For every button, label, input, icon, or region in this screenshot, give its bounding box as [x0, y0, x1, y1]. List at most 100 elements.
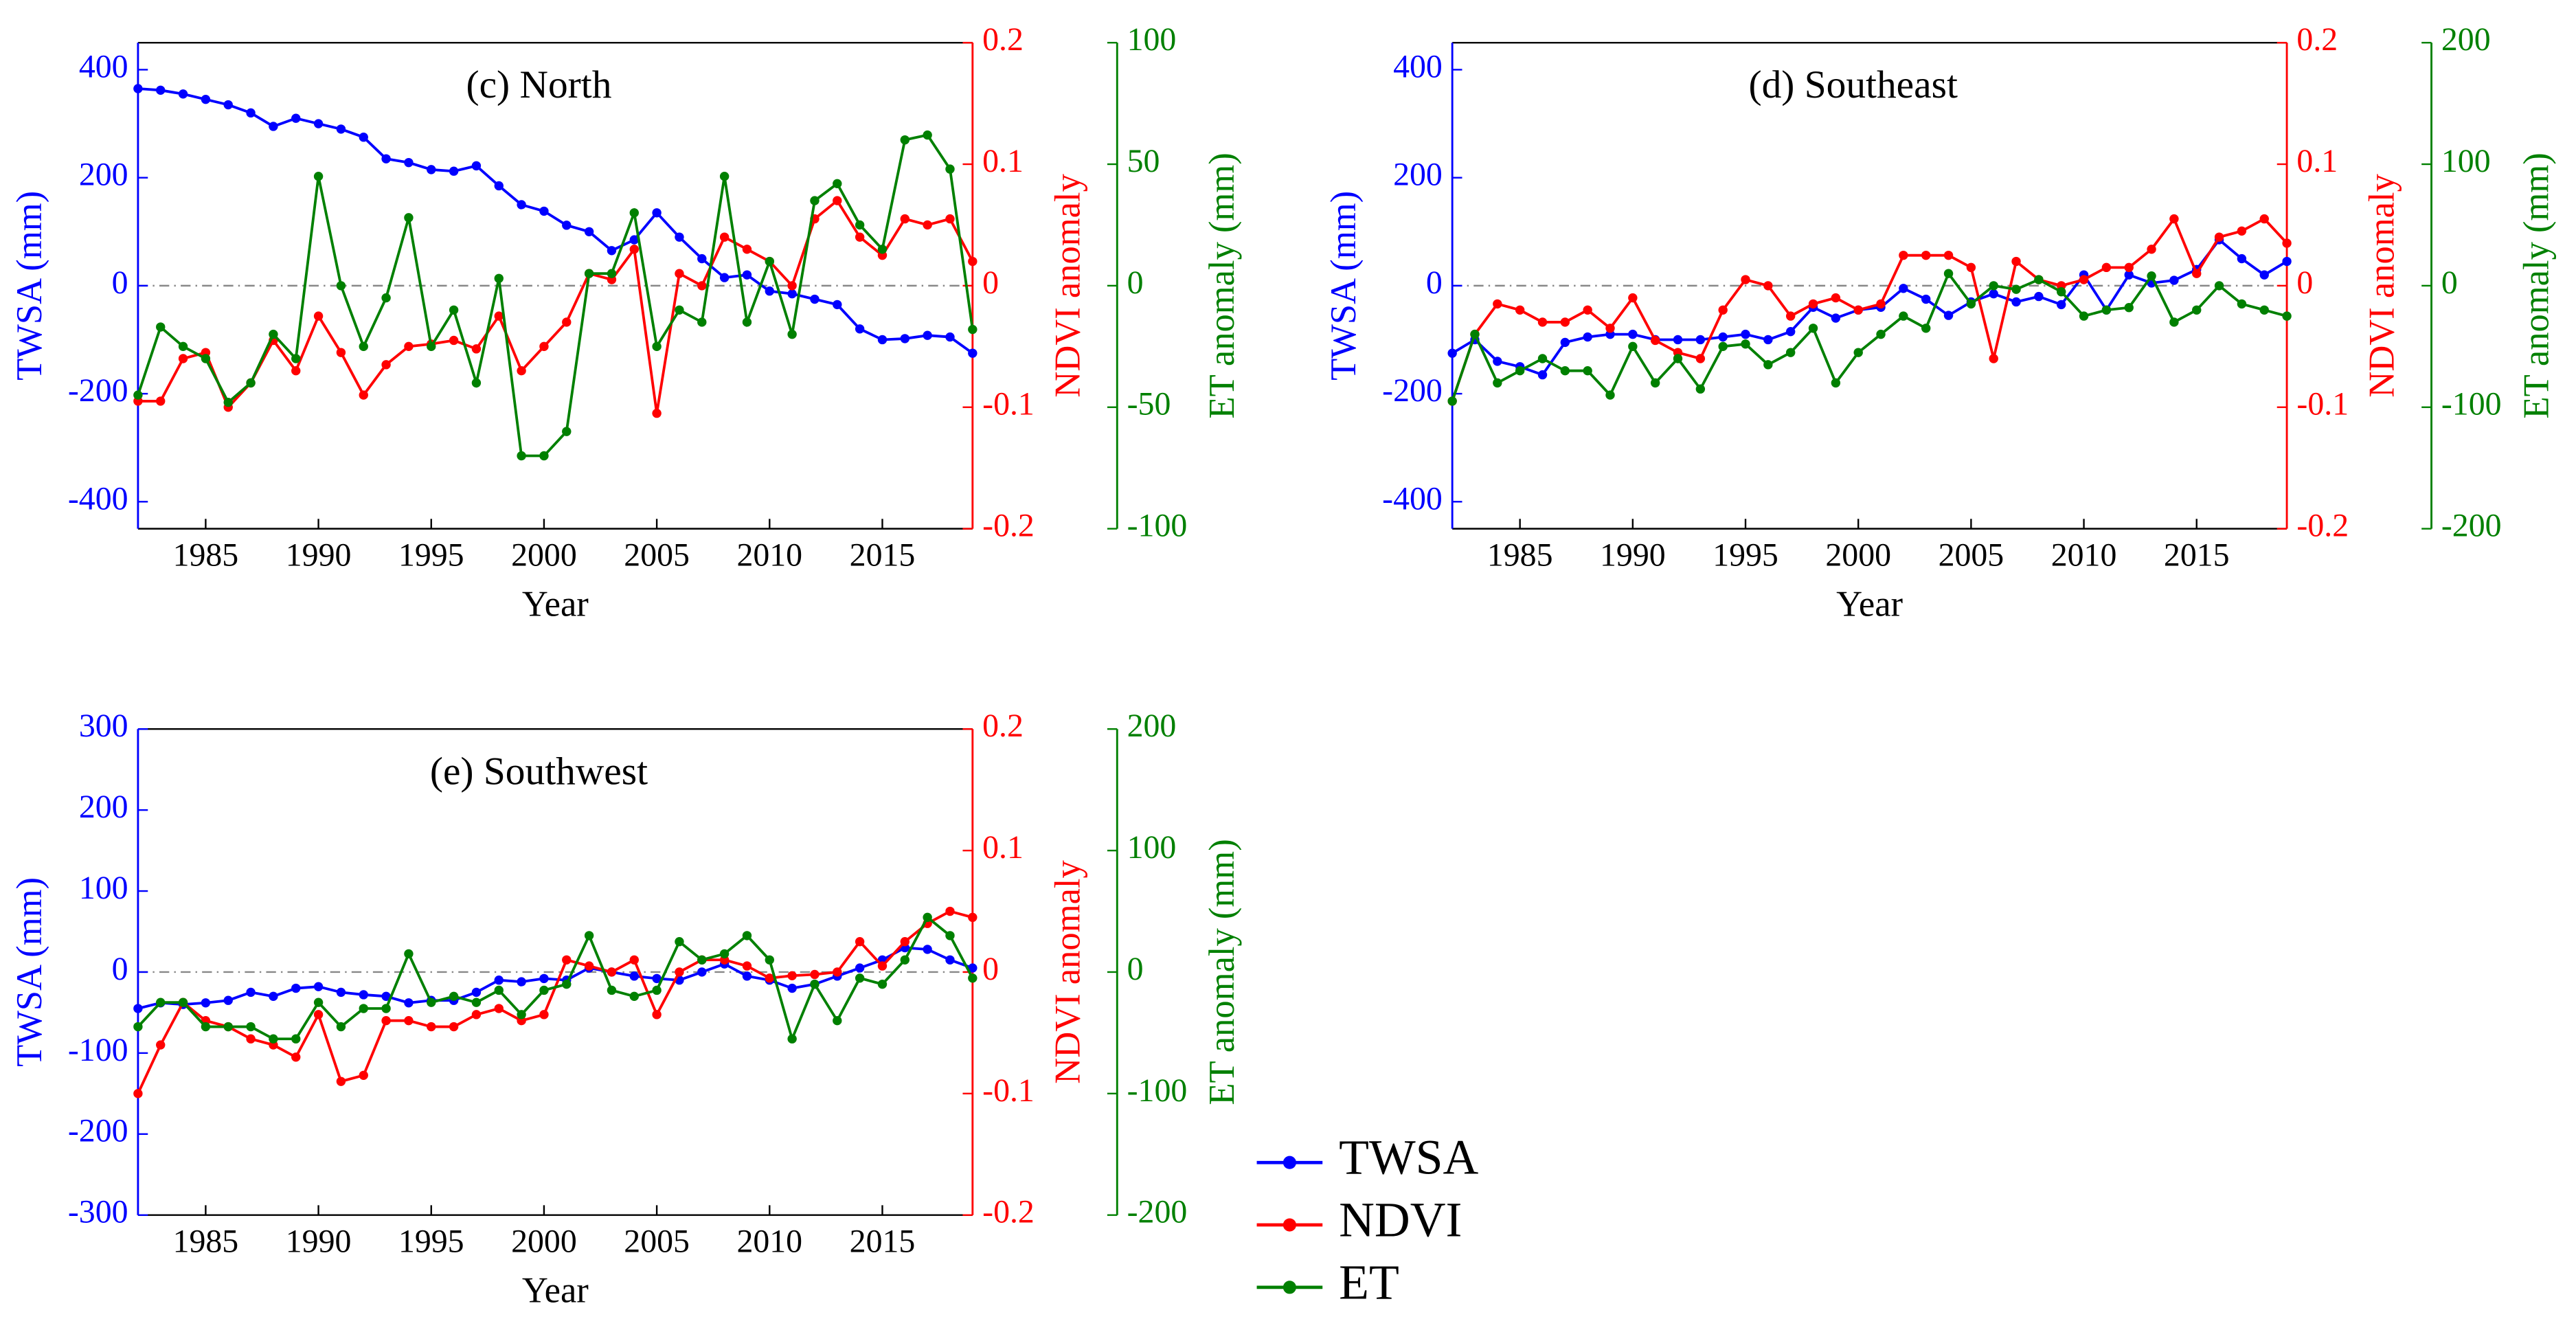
data-point [629, 235, 639, 245]
data-point [1876, 329, 1886, 339]
legend-label: ET [1339, 1254, 1399, 1309]
data-point [900, 955, 910, 965]
data-point [1876, 299, 1886, 309]
series-line [137, 199, 974, 414]
data-point [1763, 281, 1773, 291]
data-point [1560, 337, 1570, 348]
data-point [675, 269, 684, 278]
data-point [359, 390, 368, 400]
x-tick-label: 1990 [286, 1224, 352, 1260]
data-point [1921, 324, 1931, 333]
data-point [1673, 335, 1683, 345]
data-point [2214, 232, 2224, 242]
data-point [1537, 354, 1548, 363]
data-point [359, 1070, 368, 1080]
data-point [855, 973, 865, 983]
y3-axis-label: ET anomaly (mm) [1202, 153, 1242, 418]
data-point [810, 196, 820, 205]
data-point [313, 311, 324, 321]
data-point [1537, 317, 1548, 327]
data-point [719, 172, 730, 181]
data-point [1718, 305, 1728, 315]
data-point [1921, 250, 1931, 260]
data-point [404, 213, 414, 223]
data-point [539, 973, 549, 984]
data-point [1899, 311, 1908, 321]
data-point [2124, 270, 2134, 280]
data-point [1989, 289, 1998, 299]
data-point [697, 967, 707, 977]
y-tick-label: 400 [1393, 48, 1443, 84]
data-point [629, 955, 639, 965]
data-point [449, 335, 459, 346]
y2-tick-label: -0.2 [982, 1194, 1035, 1230]
data-point [539, 341, 549, 352]
y-tick-label: -400 [1382, 480, 1443, 517]
data-point [178, 89, 188, 99]
y3-tick-label: -200 [2441, 508, 2502, 544]
y2-axis-label: NDVI anomaly [1048, 859, 1087, 1083]
data-point [336, 281, 346, 291]
data-point [494, 985, 504, 995]
y3-tick-label: 100 [2441, 143, 2491, 179]
x-tick-label: 2005 [1939, 537, 2004, 574]
x-tick-label: 2015 [2164, 537, 2230, 574]
data-point [2057, 300, 2066, 310]
data-point [2237, 299, 2247, 309]
data-point [336, 987, 346, 998]
data-point [1695, 384, 1706, 394]
data-point [1650, 378, 1660, 388]
data-point [697, 955, 707, 965]
y2-axis-label: NDVI anomaly [1048, 173, 1087, 397]
data-point [539, 206, 549, 216]
y2-tick-label: -0.1 [982, 386, 1035, 422]
y-tick-label: -100 [68, 1032, 128, 1068]
data-point [178, 341, 188, 352]
data-point [1583, 365, 1592, 376]
data-point [833, 179, 842, 189]
data-point [246, 378, 256, 388]
data-point [427, 998, 436, 1007]
data-point [1493, 357, 1502, 366]
y3-axis-label: ET anomaly (mm) [1202, 839, 1242, 1105]
data-point [246, 1022, 256, 1032]
data-point [133, 1089, 143, 1098]
data-point [833, 196, 842, 205]
data-point [517, 365, 526, 376]
data-point [427, 165, 436, 174]
data-point [381, 991, 391, 1002]
data-point [2214, 281, 2224, 291]
data-point [1560, 365, 1570, 376]
data-point [404, 1016, 414, 1026]
data-point [1831, 313, 1841, 323]
data-point [404, 157, 414, 168]
data-point [2101, 262, 2112, 273]
data-point [1785, 327, 1796, 337]
x-axis-label: Year [522, 584, 589, 624]
data-point [156, 396, 166, 406]
chart-title: (c) North [466, 63, 611, 106]
y-tick-label: 300 [79, 708, 128, 744]
data-point [517, 200, 526, 210]
data-point [2192, 269, 2202, 278]
y3-tick-label: 0 [1127, 264, 1144, 301]
data-point [133, 1004, 143, 1013]
data-point [877, 335, 888, 345]
data-point [1605, 390, 1615, 400]
data-point [1989, 281, 1998, 291]
data-point [1447, 396, 1457, 406]
data-point [449, 1022, 459, 1032]
data-point [269, 1034, 278, 1044]
data-point [855, 937, 865, 947]
x-tick-label: 2000 [1825, 537, 1891, 574]
data-point [562, 955, 572, 965]
data-point [697, 253, 707, 264]
data-point [1650, 335, 1660, 346]
y3-tick-label: 100 [1127, 829, 1177, 866]
data-point [697, 281, 707, 291]
data-point [1853, 305, 1863, 315]
data-point [1899, 250, 1908, 260]
data-point [562, 427, 572, 436]
data-point [584, 227, 594, 236]
